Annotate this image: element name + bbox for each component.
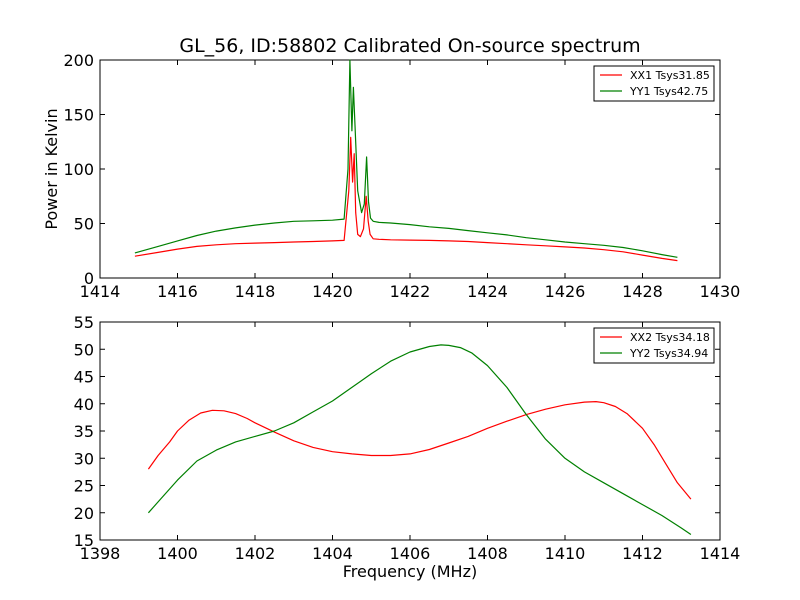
legend-box xyxy=(593,65,715,102)
x-tick-label: 1404 xyxy=(312,544,353,563)
legend-label: YY1 Tsys42.75 xyxy=(629,85,708,98)
y-tick-label: 15 xyxy=(74,531,94,550)
x-tick-label: 1408 xyxy=(467,544,508,563)
y-tick-label: 200 xyxy=(63,51,94,70)
x-tick-label: 1414 xyxy=(700,544,741,563)
x-tick-label: 1418 xyxy=(235,282,276,301)
series-line-xx1 xyxy=(134,136,678,262)
x-tick-label: 1412 xyxy=(622,544,663,563)
x-tick-label: 1424 xyxy=(467,282,508,301)
x-tick-label: 1426 xyxy=(545,282,586,301)
y-tick-label: 30 xyxy=(74,449,94,468)
x-tick-label: 1428 xyxy=(622,282,663,301)
chart-panel-2: 1398 1400 1402 1404 1406 1408 1410 1412 1414 15 20… xyxy=(74,313,741,581)
y-tick-label: 20 xyxy=(74,504,94,523)
x-tick-label: 1410 xyxy=(545,544,586,563)
x-tick-label: 1416 xyxy=(157,282,198,301)
y-tick-label: 40 xyxy=(74,395,94,414)
x-axis-label: Frequency (MHz) xyxy=(343,562,477,581)
y-tick-label: 100 xyxy=(63,160,94,179)
series-line-yy2 xyxy=(147,344,692,535)
x-tick-label: 1414 xyxy=(80,282,121,301)
y-tick-label: 150 xyxy=(63,106,94,125)
x-tick-label: 1398 xyxy=(80,544,121,563)
x-tick-label: 1406 xyxy=(390,544,431,563)
y-axis-label: Power in Kelvin xyxy=(42,108,61,229)
legend: XX2 Tsys34.18 YY2 Tsys34.94 xyxy=(593,327,715,364)
series-line-xx2 xyxy=(147,401,692,500)
y-tick-label: 55 xyxy=(74,313,94,332)
legend: XX1 Tsys31.85 YY1 Tsys42.75 xyxy=(593,65,715,102)
legend-label: XX2 Tsys34.18 xyxy=(630,331,710,344)
x-tick-label: 1420 xyxy=(312,282,353,301)
legend-box xyxy=(593,327,715,364)
y-tick-label: 50 xyxy=(74,340,94,359)
chart-panel-1: 1414 1416 1418 1420 1422 1424 1426 1428 1430 0 50 1… xyxy=(42,35,740,301)
x-tick-label: 1422 xyxy=(390,282,431,301)
x-tick-label: 1402 xyxy=(235,544,276,563)
legend-label: XX1 Tsys31.85 xyxy=(630,69,710,82)
x-tick-label: 1430 xyxy=(700,282,741,301)
y-tick-label: 25 xyxy=(74,477,94,496)
y-tick-label: 45 xyxy=(74,368,94,387)
series-line-yy1 xyxy=(134,59,678,258)
x-tick-label: 1400 xyxy=(157,544,198,563)
chart-panels: 1414 1416 1418 1420 1422 1424 1426 1428 14300501… xyxy=(42,35,740,581)
chart-title: GL_56, ID:58802 Calibrated On-source spe… xyxy=(179,35,640,57)
y-tick-label: 0 xyxy=(84,269,94,288)
y-tick-label: 50 xyxy=(74,215,94,234)
legend-label: YY2 Tsys34.94 xyxy=(629,347,708,360)
y-tick-label: 35 xyxy=(74,422,94,441)
